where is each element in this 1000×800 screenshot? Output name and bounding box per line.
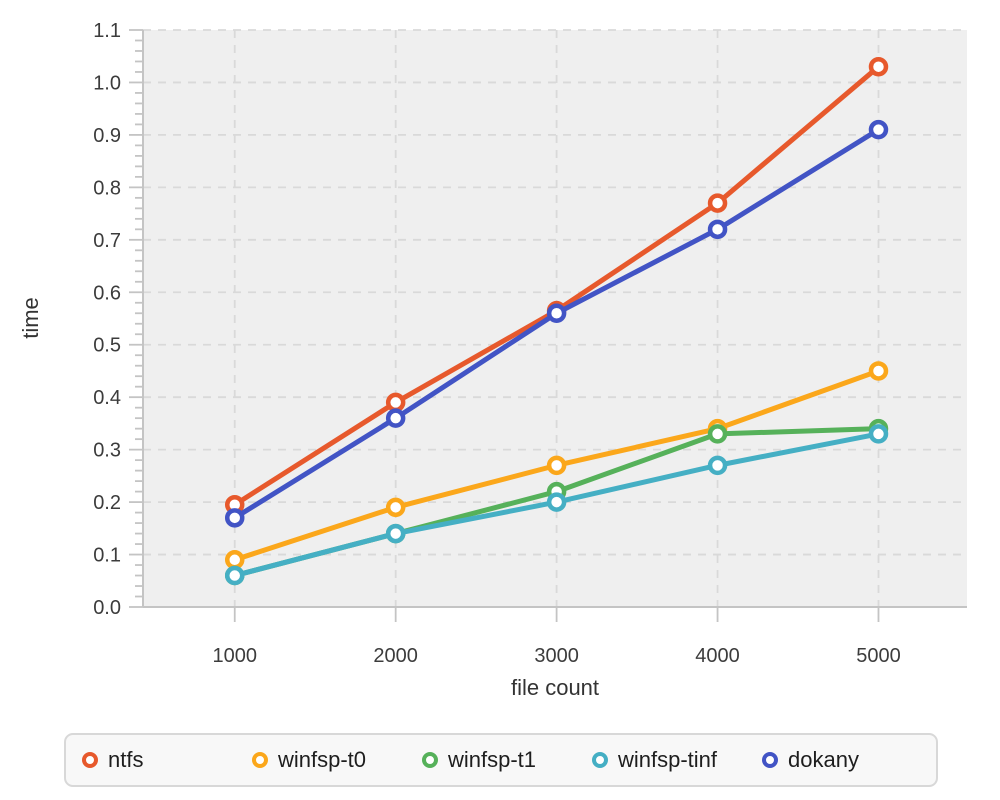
- legend-item-winfsp-t1: winfsp-t1: [422, 747, 592, 773]
- data-point-winfsp-t1: [707, 424, 728, 444]
- y-tick-label: 0.5: [93, 335, 121, 357]
- y-tick-label: 0.7: [93, 230, 121, 252]
- legend-ring-icon: [762, 752, 778, 768]
- data-point-winfsp-t0: [224, 550, 245, 570]
- data-point-dokany: [546, 303, 567, 324]
- data-point-dokany: [707, 219, 728, 240]
- y-axis-title: time: [18, 297, 43, 339]
- data-point-ntfs: [868, 56, 889, 77]
- legend-label: winfsp-t1: [448, 747, 537, 772]
- legend-item-winfsp-t0: winfsp-t0: [252, 747, 422, 773]
- chart-legend: ntfs winfsp-t0 winfsp-t1 winfsp-tinf dokany: [64, 733, 938, 787]
- data-point-winfsp-tinf: [707, 455, 728, 476]
- y-tick-label: 0.6: [93, 282, 121, 304]
- legend-item-dokany: dokany: [762, 747, 859, 773]
- legend-label: dokany: [788, 747, 859, 772]
- data-point-winfsp-t0: [868, 361, 889, 381]
- y-tick-label: 0.3: [93, 440, 121, 462]
- x-axis-title: file count: [511, 675, 599, 700]
- data-point-winfsp-tinf: [546, 492, 567, 512]
- legend-label: winfsp-t0: [278, 747, 367, 772]
- data-point-winfsp-tinf: [385, 523, 406, 544]
- data-point-winfsp-t0: [546, 455, 567, 476]
- legend-ring-icon: [592, 752, 608, 768]
- x-tick-label: 2000: [373, 645, 418, 667]
- data-point-ntfs: [707, 193, 728, 213]
- y-tick-label: 0.4: [93, 387, 121, 409]
- legend-label: ntfs: [108, 747, 144, 772]
- legend-ring-icon: [422, 752, 438, 768]
- y-tick-label: 1.0: [93, 72, 121, 94]
- data-point-winfsp-tinf: [868, 424, 889, 444]
- x-tick-label: 3000: [534, 645, 579, 667]
- x-tick-label: 4000: [695, 645, 740, 667]
- y-tick-label: 0.1: [93, 545, 121, 567]
- y-tick-label: 1.1: [93, 20, 121, 42]
- data-point-dokany: [385, 408, 406, 428]
- data-point-ntfs: [385, 392, 406, 413]
- y-tick-label: 0.2: [93, 492, 121, 514]
- data-point-dokany: [224, 508, 245, 528]
- legend-ring-icon: [82, 752, 98, 768]
- x-tick-label: 5000: [856, 645, 901, 667]
- y-tick-label: 0.9: [93, 125, 121, 147]
- data-point-dokany: [868, 119, 889, 140]
- y-tick-label: 0.8: [93, 177, 121, 199]
- x-tick-label: 1000: [212, 645, 257, 667]
- legend-item-ntfs: ntfs: [82, 747, 252, 773]
- y-tick-label: 0.0: [93, 597, 121, 619]
- legend-ring-icon: [252, 752, 268, 768]
- legend-item-winfsp-tinf: winfsp-tinf: [592, 747, 762, 773]
- legend-label: winfsp-tinf: [618, 747, 718, 772]
- data-point-winfsp-tinf: [224, 565, 245, 586]
- data-point-winfsp-t0: [385, 497, 406, 518]
- plot-area: 0.0 0.1 0.2 0.3 0.4 0.5 0.6 0.7 0.8 0.9 1.0 1.1 1000…: [93, 20, 967, 667]
- line-chart: 0.0 0.1 0.2 0.3 0.4 0.5 0.6 0.7 0.8 0.9 1.0 1.1 1000…: [18, 20, 967, 700]
